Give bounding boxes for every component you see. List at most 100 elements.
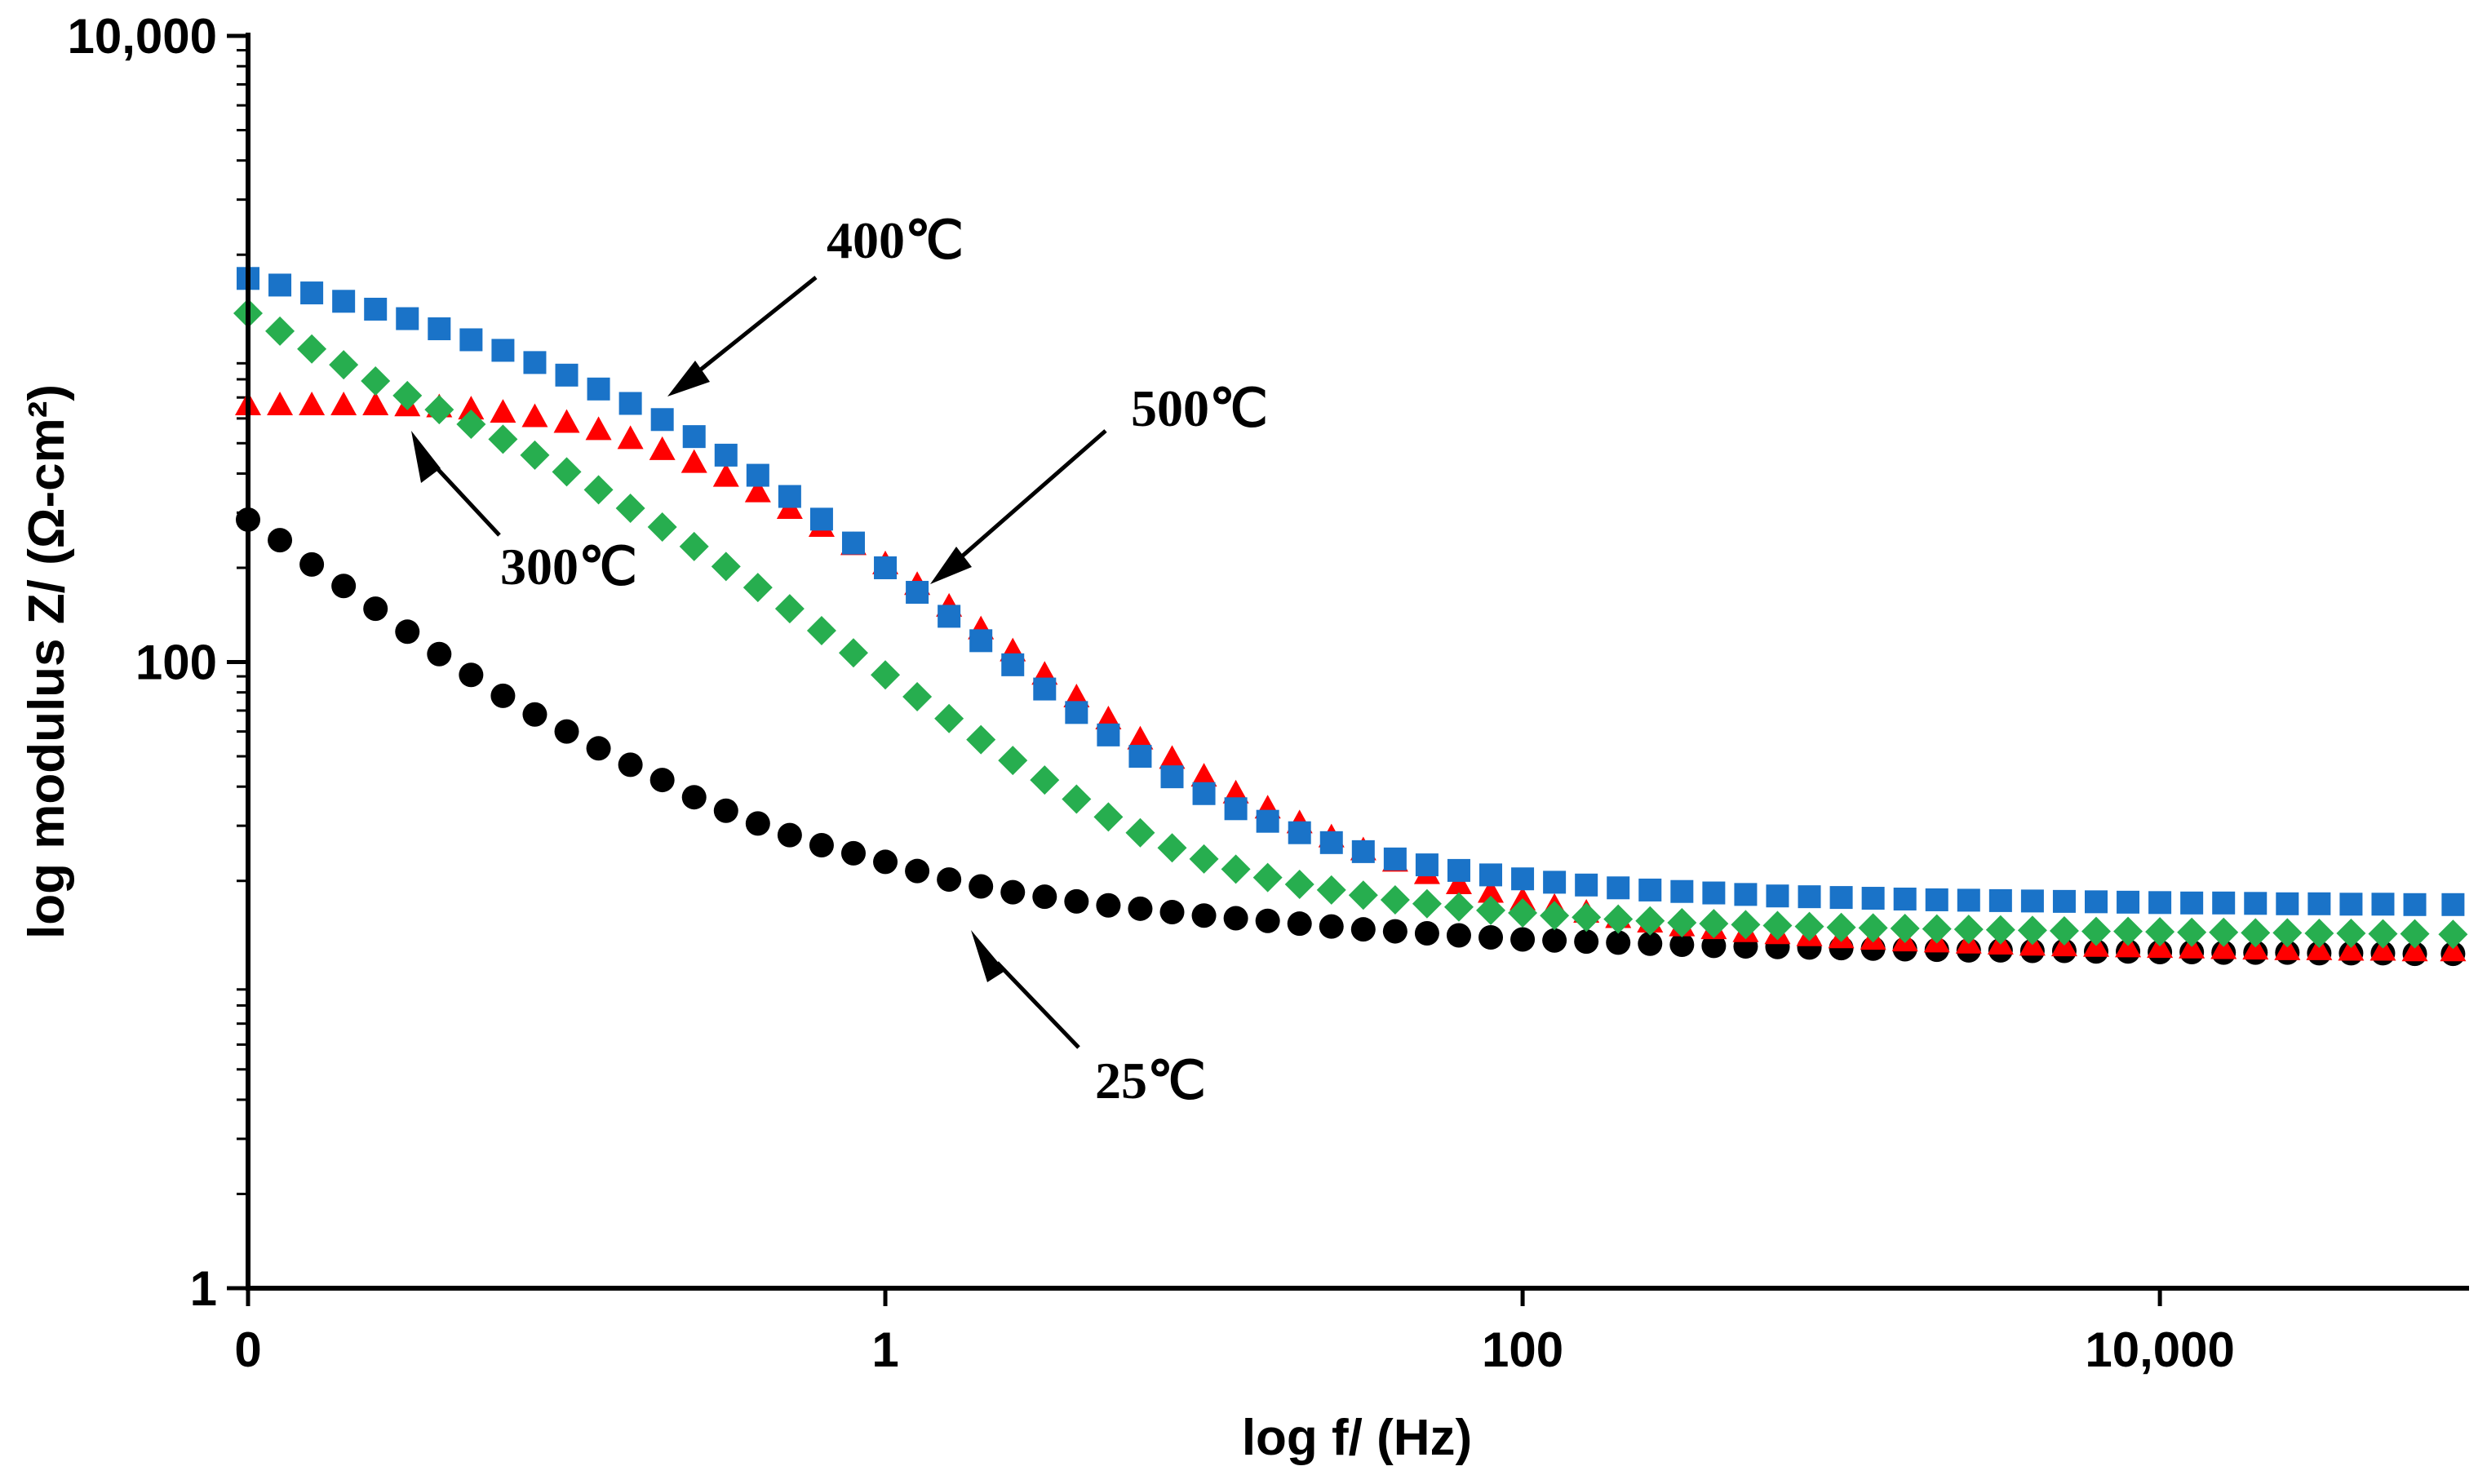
data-point (1702, 881, 1726, 905)
data-point (1319, 914, 1344, 939)
data-point (1478, 924, 1504, 950)
data-point (392, 380, 423, 410)
data-point (743, 573, 773, 603)
data-point (711, 552, 741, 582)
data-point (906, 581, 929, 605)
data-point (1159, 745, 1186, 769)
data-point (1762, 910, 1793, 941)
data-point (1351, 839, 1375, 863)
data-point (330, 392, 357, 415)
data-point (1638, 878, 1662, 901)
x-tick-label-2: 100 (1482, 1322, 1563, 1377)
data-point (2403, 893, 2427, 916)
data-point (1159, 899, 1185, 924)
data-point (424, 395, 454, 425)
data-point (1543, 870, 1567, 894)
data-point (2440, 937, 2467, 962)
x-axis-title: log f/ (Hz) (1242, 1410, 1472, 1466)
data-point (364, 297, 388, 321)
data-point (1511, 867, 1535, 891)
data-point (1508, 898, 1538, 928)
data-point (1669, 932, 1695, 958)
data-point (1574, 929, 1599, 955)
data-point (1953, 915, 1984, 945)
data-point (1189, 844, 1219, 874)
annotation-400-label: 400℃ (827, 211, 964, 269)
data-point (902, 681, 933, 711)
data-point (841, 531, 865, 555)
data-point (713, 798, 738, 823)
data-point (1284, 869, 1314, 899)
data-point (998, 746, 1028, 776)
data-point (1890, 913, 1920, 943)
data-point (2017, 915, 2047, 946)
data-point (938, 605, 961, 628)
data-point (1826, 912, 1856, 942)
annotation-300: 300℃ (411, 431, 637, 596)
data-point (840, 840, 866, 866)
data-point (585, 416, 612, 441)
data-point (1000, 879, 1026, 905)
annotation-500: 500℃ (930, 379, 1268, 584)
data-point (1001, 653, 1025, 676)
arrow-400-shaft (692, 276, 818, 377)
data-point (615, 493, 645, 523)
data-point (2049, 915, 2079, 946)
data-point (2244, 892, 2268, 915)
annotations: 400℃ 500℃ 300℃ 25℃ (411, 211, 1268, 1110)
data-point (809, 833, 834, 858)
data-point (1287, 911, 1312, 937)
data-point (396, 307, 419, 330)
data-point (1858, 913, 1888, 943)
data-point (491, 339, 515, 362)
series-4 (233, 299, 2468, 950)
data-point (456, 409, 486, 439)
data-point (1316, 875, 1346, 905)
data-point (586, 736, 611, 761)
data-point (2242, 936, 2269, 960)
data-point (1255, 908, 1280, 933)
data-point (329, 350, 359, 380)
data-point (2400, 919, 2430, 949)
data-series (233, 267, 2468, 967)
data-point (1128, 745, 1152, 769)
data-point (428, 317, 451, 341)
data-point (1190, 763, 1217, 787)
data-point (1572, 902, 1602, 932)
data-point (617, 425, 644, 450)
data-point (427, 641, 452, 667)
data-point (490, 399, 516, 423)
data-point (1479, 863, 1503, 887)
data-point (1957, 888, 1980, 912)
data-point (809, 507, 833, 531)
data-point (1095, 706, 1122, 730)
data-point (806, 615, 836, 645)
data-point (744, 478, 771, 503)
data-point (680, 449, 707, 473)
data-point (1125, 817, 1155, 848)
data-point (1922, 914, 1952, 944)
data-point (2052, 889, 2076, 913)
data-point (2180, 891, 2204, 915)
data-point (1064, 888, 1089, 914)
data-point (299, 392, 326, 415)
data-point (1794, 911, 1824, 941)
data-point (331, 574, 357, 599)
data-point (1350, 917, 1376, 942)
data-point (459, 328, 483, 352)
data-point (1445, 870, 1472, 894)
data-point (1861, 887, 1885, 910)
data-point (681, 785, 707, 810)
data-point (552, 457, 582, 487)
data-point (1191, 903, 1217, 928)
data-point (1667, 908, 1697, 938)
y-tick-label-1: 100 (135, 636, 217, 690)
data-point (1699, 909, 1729, 939)
data-point (2148, 891, 2172, 915)
data-point (2145, 917, 2175, 947)
data-point (2020, 889, 2044, 913)
data-point (649, 436, 676, 460)
data-point (2085, 890, 2108, 914)
data-point (1701, 933, 1727, 959)
